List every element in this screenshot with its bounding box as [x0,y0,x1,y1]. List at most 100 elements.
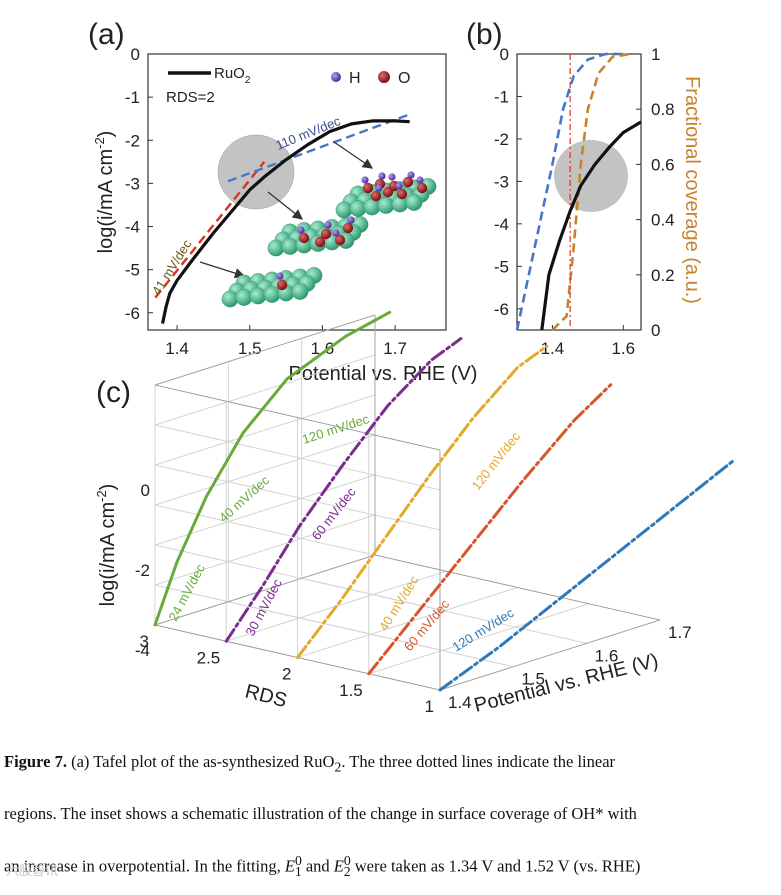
a-ytick-label: 0 [131,45,140,64]
oxygen-atom [334,234,346,246]
a-ytick-label: -5 [125,261,140,280]
c-rds-tick-label: 2 [282,665,291,684]
b-rtick-label: 0.2 [651,266,675,285]
panel-b-xticks: 1.4 1.6 [541,325,635,358]
c-box-edge [154,384,441,451]
c-rds-tick-label: 1.5 [339,681,363,700]
hydrogen-atom [297,226,305,234]
c-curve-rds-3 [153,310,392,627]
hydrogen-atom [324,221,332,229]
c-rds-tick-label: 3 [140,632,149,651]
ru-surface-atom [221,290,239,308]
panel-b-right-label: Fractional coverage (a.u.) [681,76,703,304]
atom-h-legend-icon [331,72,341,82]
watermark: 六股智讯 [6,864,59,879]
surface-schematic-low [221,267,323,308]
c-box-edge [154,314,376,386]
oxygen-atom [362,182,374,194]
panel-b-series [515,52,642,331]
rds-text: RDS=2 [166,89,215,106]
panel-c-ylabel: log(i/mA cm-2) [94,484,119,607]
atom-o-label: O [398,70,410,87]
fit-line-110 [227,113,411,183]
c-slope-orange-high: 120 mV/dec [469,429,524,493]
oxygen-atom [416,182,428,194]
oxygen-atom [342,222,354,234]
ru-surface-atom [335,201,353,219]
oxygen-atom [402,176,414,188]
c-pot-tick-label: 1.4 [448,693,472,712]
a-xtick-label: 1.6 [311,339,335,358]
b-log-current-line [540,120,642,331]
surface-schematic-mid [267,216,369,257]
oxygen-atom [276,279,288,291]
ruo2-data-line [160,119,410,324]
a-ytick-label: -6 [125,304,140,323]
arrow-mid-coverage [267,191,304,220]
panel-a-yticks: 0 -1 -2 -3 -4 -5 -6 [125,45,153,323]
panel-c-pot-label: Potential vs. RHE (V) [472,650,661,717]
fit-line-41 [154,161,266,299]
ru-surface-atom [405,194,423,211]
slope-label-110: 110 mV/dec [274,113,344,153]
caption-line-2: regions. The inset shows a schematic ill… [4,804,637,824]
b-ytick-label: -1 [494,87,509,106]
hydrogen-atom [416,176,424,184]
atom-o-legend-icon [378,71,390,83]
caption-line-1: Figure 7. (a) Tafel plot of the as-synth… [4,752,616,775]
c-floor-grid [297,587,518,658]
hydrogen-atom [332,229,340,237]
legend-label-ruo2: RuO2 [214,65,251,86]
c-slope-purple-mid: 60 mV/dec [309,484,359,543]
hydrogen-atom [407,171,415,179]
c-curve-rds-1 [438,459,735,692]
b-ytick-label: -4 [494,215,509,234]
c-ztick-label: -4 [135,641,150,660]
ru-surface-atom [235,289,253,306]
figure: (a) 0 -1 -2 -3 -4 -5 -6 1.4 1.5 1.6 1.7 log(i/mA … [88,18,735,717]
c-back-grid [154,514,376,586]
b-ytick-label: -2 [494,130,509,149]
c-back-grid [154,354,376,426]
panel-b-label: (b) [466,18,503,51]
a-ytick-label: -1 [125,88,140,107]
panel-b-yticks: 0 -1 -2 -3 -4 -5 -6 [494,45,522,319]
caption-prefix: Figure 7. [4,752,67,771]
a-xtick-label: 1.7 [383,339,407,358]
oxygen-atom [382,186,394,198]
ru-surface-atom [377,197,395,214]
a-ytick-label: -3 [125,174,140,193]
panel-a-axes [147,53,447,331]
c-ztick-label: 0 [141,481,150,500]
oxygen-atom [370,190,382,202]
c-pot-tick-label: 1.7 [668,623,692,642]
panel-b: (b) 0 -1 -2 -3 -4 -5 -6 1.4 1.6 1 0.8 0.6 0.4 0.2 0 … [466,18,703,358]
oxygen-atom [320,228,332,240]
hydrogen-atom [347,216,355,224]
c-curve-rds-2 [296,344,549,659]
panel-b-highlight-circle [554,140,628,212]
figure-caption: Figure 7. (a) Tafel plot of the as-synth… [4,738,779,895]
ru-surface-atom [349,200,367,217]
c-back-grid [154,434,376,506]
c-box-edge [374,554,661,621]
c-rds-tick-label: 2.5 [197,648,221,667]
c-pot-tick-label: 1.5 [521,670,545,689]
arrow-low-coverage [199,261,246,279]
panel-c-ticks: 0 -2 -43 2.5 2 1.5 1 1.4 1.5 1.6 1.7 [135,481,692,716]
b-rtick-label: 0.8 [651,100,675,119]
panel-a-label: (a) [88,18,125,51]
b-ytick-label: 0 [500,45,509,64]
hydrogen-atom [378,172,386,180]
c-slope-green-mid: 40 mV/dec [216,472,273,525]
hydrogen-atom [361,176,369,184]
oxygen-atom [396,188,408,200]
c-floor-grid [368,603,589,675]
b-xtick-label: 1.4 [541,339,565,358]
panel-c-label: (c) [96,376,131,409]
b-ytick-label: -5 [494,257,509,276]
c-curve-rds-1_5 [367,383,613,676]
b-ytick-label: -3 [494,172,509,191]
c-slope-orange-low: 40 mV/dec [376,573,422,634]
b-rtick-label: 0.6 [651,155,675,174]
